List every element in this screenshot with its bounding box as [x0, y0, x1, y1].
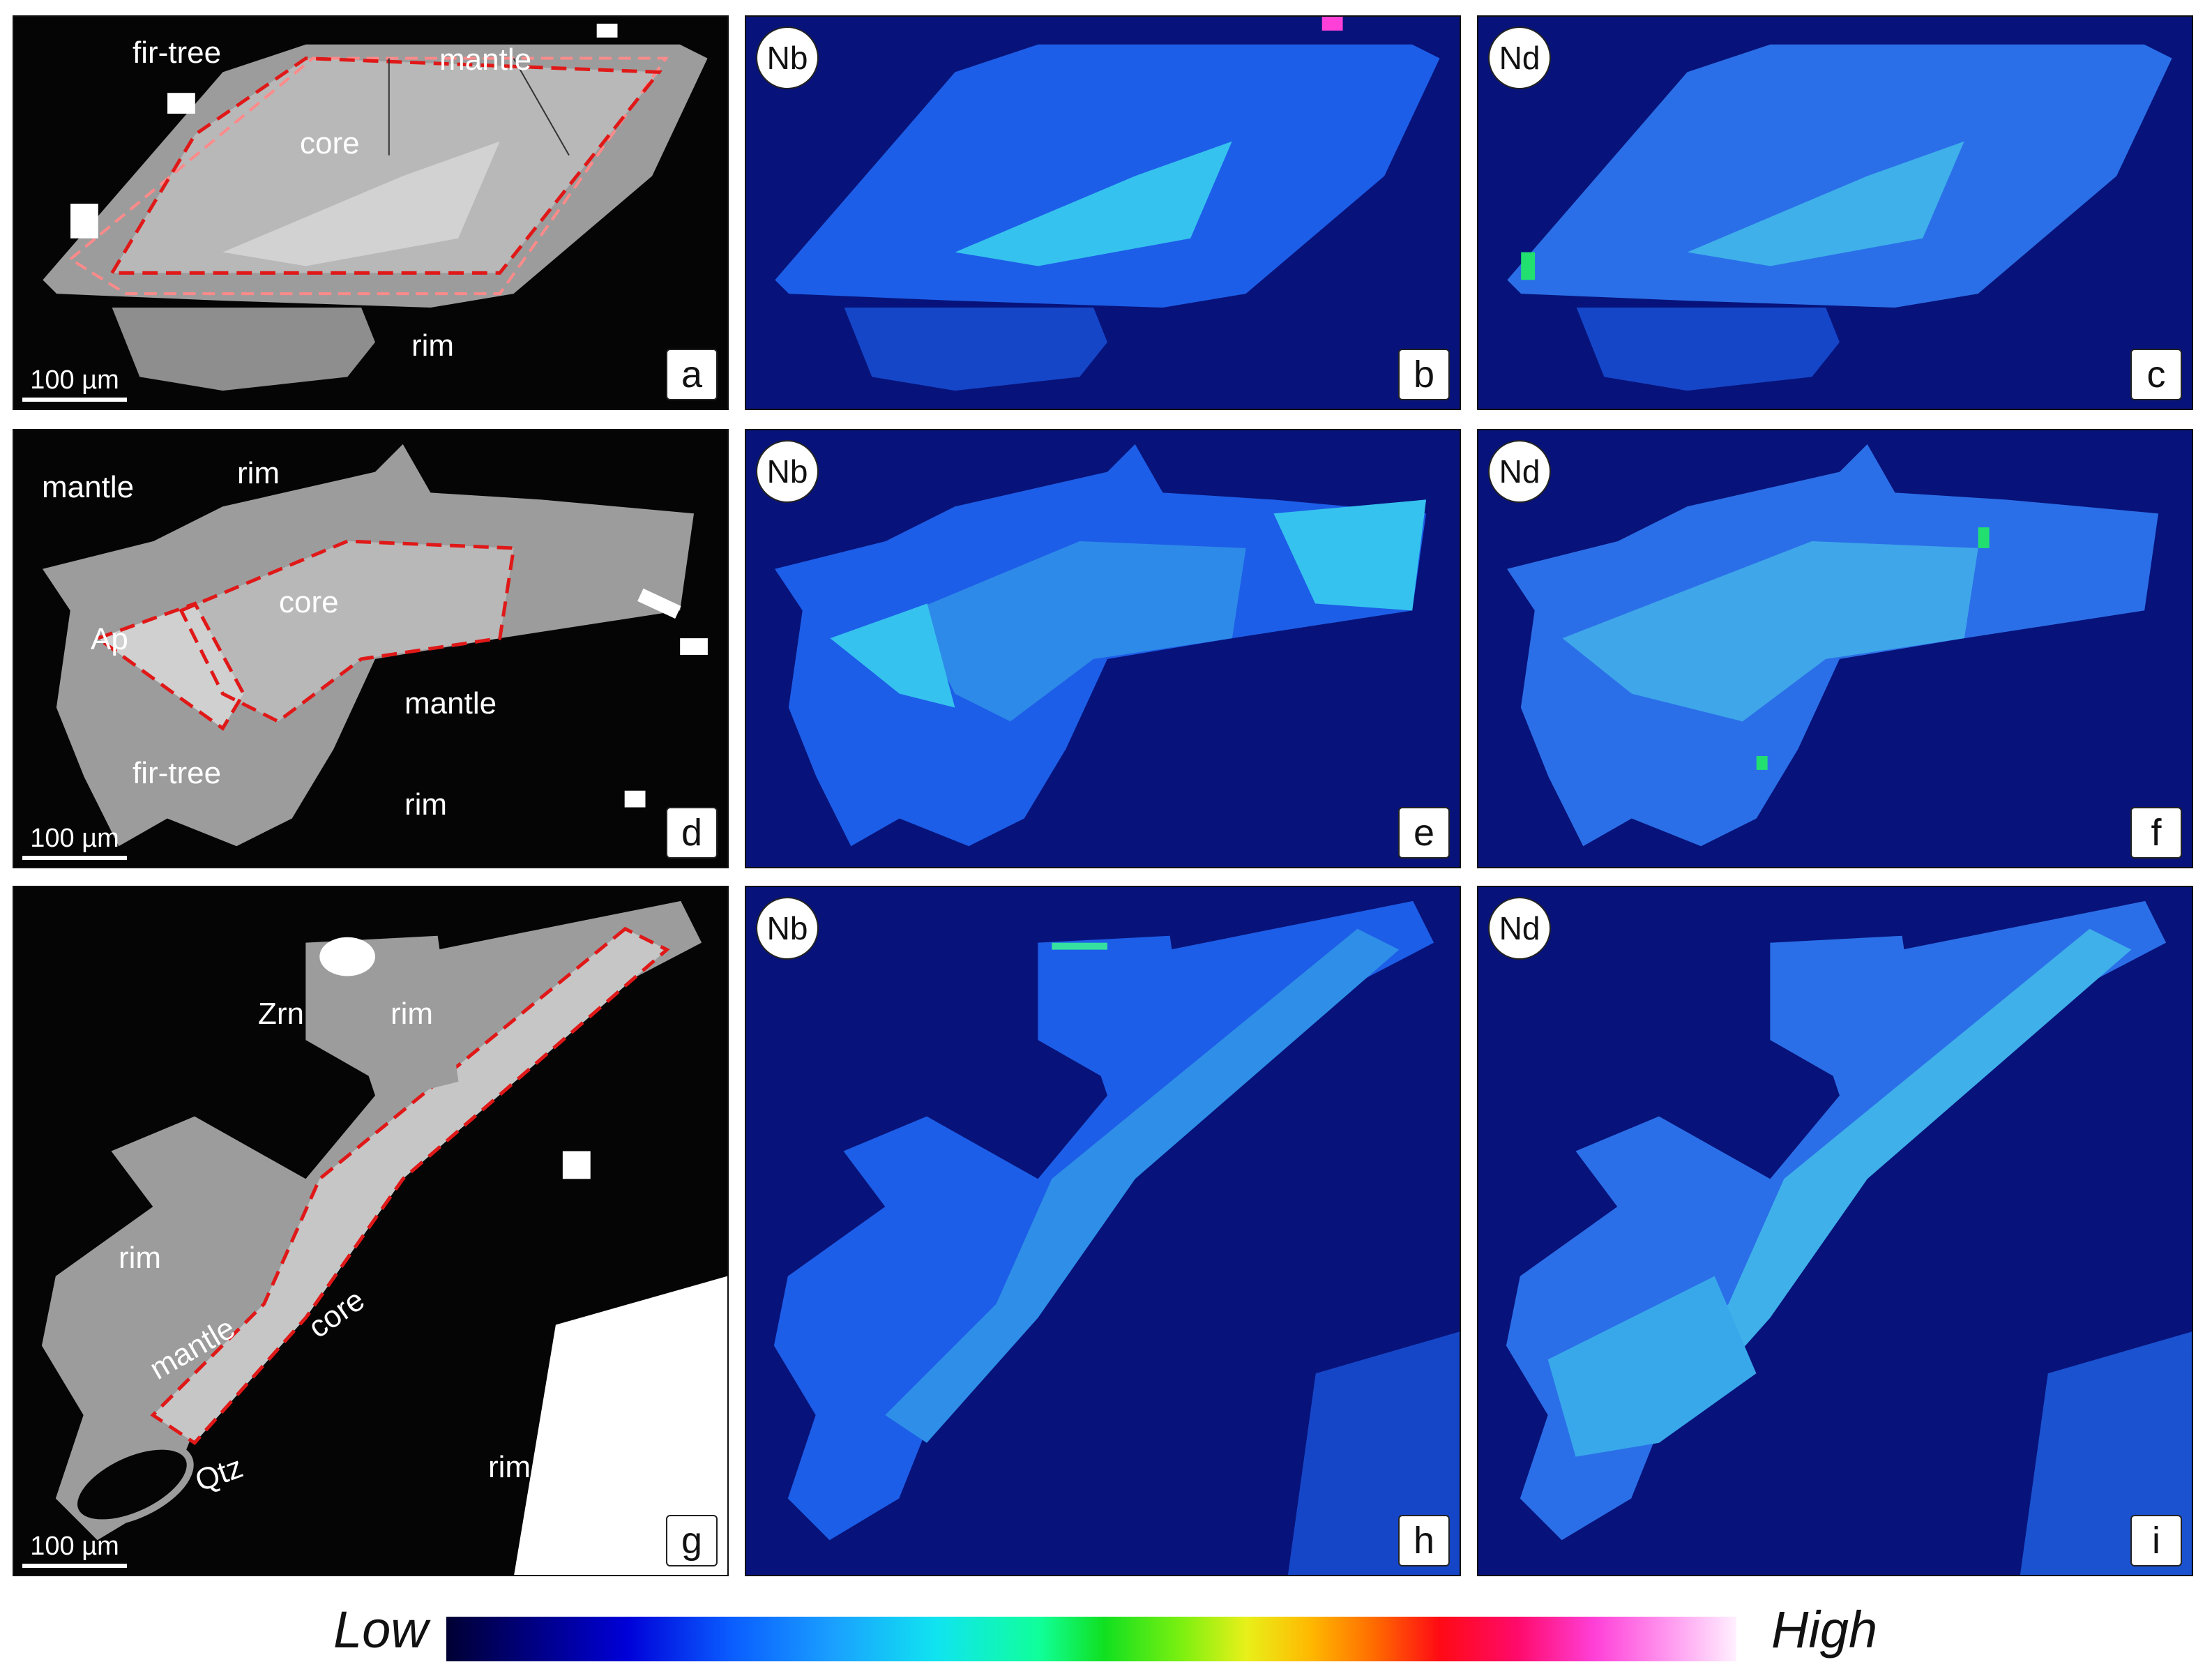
label-mantle-top: mantle — [42, 470, 135, 504]
element-label: Nd — [1488, 897, 1551, 960]
panel-c-nd-map: Nd c — [1477, 15, 2193, 410]
scale-bar: 100 µm — [22, 367, 127, 402]
nb-map-grain-e — [775, 444, 1427, 847]
panel-a-bse-image: fir-tree mantle core rim 100 µm a — [13, 15, 729, 410]
panel-b-nb-map: Nb b — [745, 15, 1461, 410]
panel-d-bse-image: mantle rim core Ap mantle fir-tree rim 1… — [13, 429, 729, 868]
element-label: Nb — [756, 440, 819, 503]
label-rim-top: rim — [237, 456, 280, 490]
label-core: core — [300, 126, 360, 160]
nd-map-grain-i — [1506, 900, 2192, 1575]
panel-label: f — [2130, 807, 2182, 859]
bse-grain-g — [41, 900, 727, 1575]
bse-grain-d — [43, 444, 708, 847]
label-mantle-right: mantle — [404, 686, 497, 720]
panel-label: b — [1398, 349, 1450, 400]
panel-label: e — [1398, 807, 1450, 859]
legend-high-label: High — [1771, 1601, 1878, 1659]
nb-map-grain-b — [775, 17, 1440, 391]
panel-label: h — [1398, 1515, 1450, 1566]
label-rim-right: rim — [488, 1450, 531, 1484]
label-rim: rim — [411, 328, 455, 363]
panel-label: d — [666, 807, 718, 859]
label-ap: Ap — [91, 622, 128, 656]
bse-grain-a — [43, 23, 708, 391]
panel-label: a — [666, 349, 718, 400]
label-rim-left: rim — [119, 1241, 162, 1275]
panel-e-nb-map: Nb e — [745, 429, 1461, 868]
element-label: Nd — [1488, 27, 1551, 89]
label-zrn: Zrn — [258, 997, 304, 1031]
label-rim-top: rim — [391, 997, 434, 1031]
legend-low-label: Low — [333, 1601, 428, 1659]
panel-h-nb-map: Nb h — [745, 886, 1461, 1576]
scale-bar: 100 µm — [22, 825, 127, 860]
element-label: Nb — [756, 27, 819, 89]
element-label: Nd — [1488, 440, 1551, 503]
element-label: Nb — [756, 897, 819, 960]
nd-map-grain-f — [1507, 444, 2159, 847]
panel-label: g — [666, 1515, 718, 1566]
label-rim-bottom: rim — [404, 787, 448, 822]
label-core: core — [279, 585, 339, 619]
intensity-colorbar — [446, 1617, 1736, 1661]
panel-i-nd-map: Nd i — [1477, 886, 2193, 1576]
panel-g-bse-image: Zrn rim rim mantle core Qtz rim 100 µm g — [13, 886, 729, 1576]
nb-map-grain-h — [773, 900, 1460, 1575]
label-fir-tree: fir-tree — [132, 36, 222, 70]
panel-label: i — [2130, 1515, 2182, 1566]
nd-map-grain-c — [1507, 44, 2172, 391]
scale-bar: 100 µm — [22, 1533, 127, 1568]
label-mantle: mantle — [439, 43, 532, 77]
panel-label: c — [2130, 349, 2182, 400]
label-fir-tree: fir-tree — [132, 756, 222, 790]
panel-f-nd-map: Nd f — [1477, 429, 2193, 868]
